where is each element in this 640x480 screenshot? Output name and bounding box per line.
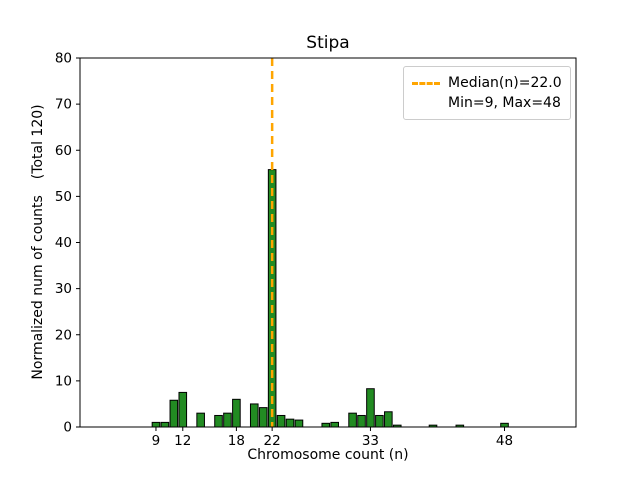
y-tick-label: 10 bbox=[55, 373, 72, 389]
y-tick-label: 30 bbox=[55, 281, 72, 297]
x-tick-label: 18 bbox=[228, 433, 245, 449]
x-tick-label: 33 bbox=[362, 433, 379, 449]
bar bbox=[321, 422, 331, 428]
bar bbox=[500, 422, 509, 428]
y-axis-label-sub: (Total 120) bbox=[30, 104, 46, 180]
y-axis-label-main: Normalized num of counts bbox=[30, 195, 46, 380]
x-tick-label: 48 bbox=[496, 433, 513, 449]
bar bbox=[223, 412, 232, 428]
bar bbox=[214, 414, 223, 428]
bar bbox=[375, 414, 384, 428]
bar bbox=[330, 421, 339, 428]
bar bbox=[232, 398, 241, 428]
y-tick-label: 70 bbox=[55, 97, 72, 113]
bar bbox=[357, 414, 366, 428]
bar bbox=[276, 414, 286, 428]
bar bbox=[178, 391, 188, 428]
x-tick-label: 22 bbox=[264, 433, 281, 449]
bar bbox=[249, 403, 259, 428]
y-tick-label: 40 bbox=[55, 235, 72, 251]
bar bbox=[348, 412, 357, 428]
y-axis-label: Normalized num of counts (Total 120) bbox=[30, 104, 46, 379]
bar bbox=[151, 421, 161, 428]
x-tick-label: 12 bbox=[174, 433, 191, 449]
bar bbox=[366, 388, 375, 428]
bar bbox=[196, 412, 205, 428]
y-tick-label: 20 bbox=[55, 327, 72, 343]
bar bbox=[285, 418, 295, 428]
y-tick-label: 0 bbox=[63, 420, 72, 436]
bar bbox=[258, 407, 268, 428]
legend-minmax-label: Min=9, Max=48 bbox=[448, 95, 561, 111]
bar bbox=[169, 399, 179, 428]
legend: Median(n)=22.0 Min=9, Max=48 bbox=[403, 66, 571, 120]
y-tick-label: 50 bbox=[55, 189, 72, 205]
legend-median-label: Median(n)=22.0 bbox=[448, 75, 562, 91]
x-tick-label: 9 bbox=[152, 433, 161, 449]
bar bbox=[160, 421, 170, 428]
legend-row-median: Median(n)=22.0 bbox=[412, 73, 562, 93]
chart-title: Stipa bbox=[306, 33, 350, 53]
bar bbox=[294, 419, 304, 428]
y-tick-label: 80 bbox=[55, 51, 72, 67]
legend-row-minmax: Min=9, Max=48 bbox=[412, 93, 562, 113]
bar bbox=[384, 411, 393, 428]
median-line-sample-icon bbox=[412, 81, 440, 85]
x-axis-label: Chromosome count (n) bbox=[247, 447, 409, 463]
y-tick-label: 60 bbox=[55, 143, 72, 159]
